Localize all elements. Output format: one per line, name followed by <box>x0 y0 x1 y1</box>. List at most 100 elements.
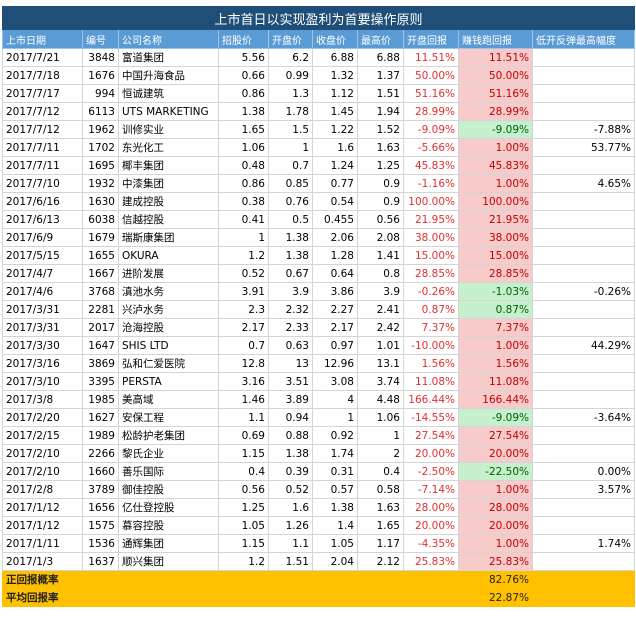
table-row: 2017/7/12 6113 UTS MARKETING 1.38 1.78 1.45 1.… <box>2 102 636 121</box>
cell: 1.00% <box>458 480 533 499</box>
cell: 0.00% <box>531 462 636 481</box>
table-row: 2017/2/10 1660 善乐国际 0.4 0.39 0.31 0.4 -2.50% -22… <box>2 462 636 481</box>
cell: 1627 <box>82 408 119 427</box>
column-header: 赚钱跑回报 <box>458 29 533 49</box>
cell: 慕容控股 <box>118 516 219 535</box>
cell: 滇池水务 <box>118 282 219 301</box>
cell: 2.41 <box>357 300 404 319</box>
cell: 27.54% <box>458 426 533 445</box>
cell: 0.97 <box>312 336 358 355</box>
cell: 1575 <box>82 516 119 535</box>
cell: 1.74% <box>531 534 636 553</box>
cell: 3395 <box>82 372 119 391</box>
cell: 100.00% <box>458 192 533 211</box>
table-row: 2017/3/10 3395 PERSTA 3.16 3.51 3.08 3.74 11.08… <box>2 372 636 391</box>
cell: 1.46 <box>218 390 269 409</box>
empty-cell <box>531 192 636 211</box>
cell: 2281 <box>82 300 119 319</box>
cell: 0.9 <box>357 174 404 193</box>
cell: 0.99 <box>268 66 313 85</box>
cell: 2.06 <box>312 228 358 247</box>
cell: 0.66 <box>218 66 269 85</box>
cell: 45.83% <box>403 156 459 175</box>
cell: 28.85% <box>458 264 533 283</box>
cell: 6.2 <box>268 48 313 67</box>
cell: 0.7 <box>268 156 313 175</box>
cell: 20.00% <box>403 516 459 535</box>
cell: 1536 <box>82 534 119 553</box>
cell: 50.00% <box>403 66 459 85</box>
cell: 1.2 <box>218 246 269 265</box>
table-row: 2017/1/12 1656 亿仕登控股 1.25 1.6 1.38 1.63 28.00% 2… <box>2 498 636 517</box>
cell: 1660 <box>82 462 119 481</box>
cell: 1 <box>268 138 313 157</box>
cell: 2017/2/15 <box>2 426 83 445</box>
cell: 25.83% <box>403 552 459 571</box>
cell: 2017/6/13 <box>2 210 83 229</box>
cell: 0.69 <box>218 426 269 445</box>
empty-cell <box>531 210 636 229</box>
cell: 4.48 <box>357 390 404 409</box>
cell: 53.77% <box>531 138 636 157</box>
cell: 0.88 <box>268 426 313 445</box>
cell: 进阶发展 <box>118 264 219 283</box>
cell: 1.41 <box>357 246 404 265</box>
cell: -1.03% <box>458 282 533 301</box>
cell: 1.06 <box>218 138 269 157</box>
cell: 1.6 <box>268 498 313 517</box>
empty-cell <box>531 102 636 121</box>
cell: 0.86 <box>218 84 269 103</box>
cell: 0.56 <box>218 480 269 499</box>
cell: 东光化工 <box>118 138 219 157</box>
cell: 12.8 <box>218 354 269 373</box>
cell: 2017/4/6 <box>2 282 83 301</box>
table-row: 2017/7/11 1695 椰丰集团 0.48 0.7 1.24 1.25 45.83% 45… <box>2 156 636 175</box>
cell: 1.51 <box>357 84 404 103</box>
cell: 0.8 <box>357 264 404 283</box>
table-row: 2017/3/30 1647 SHIS LTD 0.7 0.63 0.97 1.01 -10.… <box>2 336 636 355</box>
table-row: 2017/2/8 3789 御佳控股 0.56 0.52 0.57 0.58 -7.14% 1.… <box>2 480 636 499</box>
cell: 3789 <box>82 480 119 499</box>
cell: 1.01 <box>357 336 404 355</box>
cell: 0.455 <box>312 210 358 229</box>
column-header: 编号 <box>82 29 119 49</box>
cell: 1.78 <box>268 102 313 121</box>
summary-row: 正回报概率 82.76% <box>2 570 636 589</box>
cell: 1.2 <box>218 552 269 571</box>
cell: 3.08 <box>312 372 358 391</box>
cell: 1.06 <box>357 408 404 427</box>
cell: -9.09% <box>403 120 459 139</box>
table-row: 2017/1/3 1637 顺兴集团 1.2 1.51 2.04 2.12 25.83% 25.… <box>2 552 636 571</box>
cell: 1.00% <box>458 174 533 193</box>
cell: 1679 <box>82 228 119 247</box>
cell: 12.96 <box>312 354 358 373</box>
table-row: 2017/2/10 2266 黎氏企业 1.15 1.38 1.74 2 20.00% 20.0… <box>2 444 636 463</box>
table-row: 2017/3/31 2017 沧海控股 2.17 2.33 2.17 2.42 7.37% 7.… <box>2 318 636 337</box>
cell: 0.41 <box>218 210 269 229</box>
cell: 2.17 <box>218 318 269 337</box>
table-row: 2017/1/12 1575 慕容控股 1.05 1.26 1.4 1.65 20.00% 20… <box>2 516 636 535</box>
cell: 2017/3/10 <box>2 372 83 391</box>
cell: 2.17 <box>312 318 358 337</box>
cell: 0.56 <box>357 210 404 229</box>
cell: 1702 <box>82 138 119 157</box>
cell: 0.31 <box>312 462 358 481</box>
cell: 2017/1/12 <box>2 516 83 535</box>
cell: 0.77 <box>312 174 358 193</box>
cell: 1.05 <box>218 516 269 535</box>
cell: 1.15 <box>218 534 269 553</box>
cell: 建成控股 <box>118 192 219 211</box>
cell: 0.87% <box>458 300 533 319</box>
table-row: 2017/6/16 1630 建成控股 0.38 0.76 0.54 0.9 100.00% 1… <box>2 192 636 211</box>
cell: 0.58 <box>357 480 404 499</box>
cell: 1.38 <box>268 246 313 265</box>
cell: 2017/4/7 <box>2 264 83 283</box>
empty-cell <box>531 300 636 319</box>
cell: 3768 <box>82 282 119 301</box>
cell: 0.52 <box>218 264 269 283</box>
empty-cell <box>531 570 636 589</box>
cell: 1.38 <box>312 498 358 517</box>
cell: 3.9 <box>357 282 404 301</box>
cell: 1.28 <box>312 246 358 265</box>
